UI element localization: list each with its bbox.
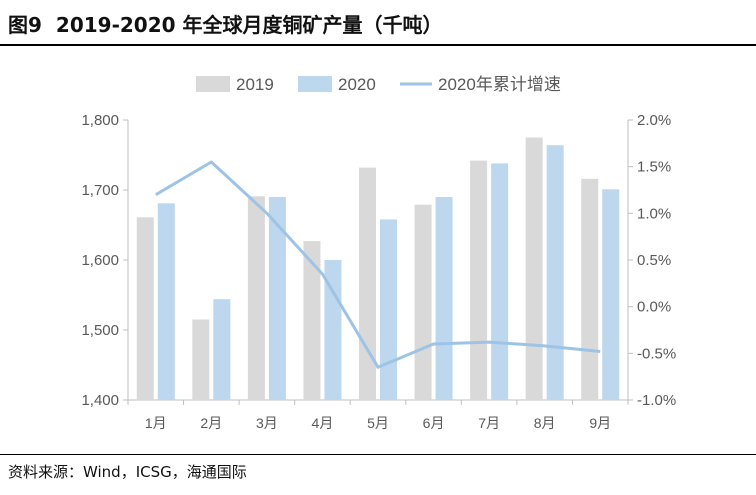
bar-2020 — [380, 219, 397, 400]
bar-2020 — [602, 189, 620, 400]
bar-2020 — [546, 145, 564, 400]
legend-label-growth: 2020年累计增速 — [438, 75, 561, 94]
x-tick-label: 4月 — [312, 415, 334, 431]
source-note: 资料来源：Wind，ICSG，海通国际 — [8, 463, 247, 481]
left-y-tick-label: 1,700 — [81, 182, 119, 199]
x-tick-label: 8月 — [534, 415, 556, 431]
left-y-tick-label: 1,400 — [81, 392, 119, 409]
bar-2020 — [435, 197, 453, 400]
x-tick-label: 5月 — [367, 415, 389, 431]
x-tick-label: 9月 — [589, 415, 611, 431]
source-divider — [0, 454, 756, 455]
figure-number: 图9 — [8, 13, 42, 37]
bar-2019 — [525, 137, 543, 400]
right-y-tick-label: 1.0% — [637, 205, 671, 222]
x-tick-label: 7月 — [478, 415, 500, 431]
figure-title: 图9 2019-2020 年全球月度铜矿产量（千吨） — [8, 8, 443, 42]
line-series-growth — [155, 160, 601, 369]
right-y-tick-label: 0.0% — [637, 299, 671, 316]
bar-2019 — [470, 160, 488, 400]
legend-label-2020: 2020 — [338, 75, 376, 94]
left-y-tick-label: 1,800 — [81, 112, 119, 129]
x-tick-label: 2月 — [200, 415, 222, 431]
figure-title-text: 2019-2020 年全球月度铜矿产量（千吨） — [55, 13, 443, 37]
x-tick-label: 3月 — [256, 415, 278, 431]
x-tick-label: 6月 — [423, 415, 445, 431]
bar-2019 — [414, 204, 432, 400]
x-tick-label: 1月 — [145, 415, 167, 431]
bar-2020 — [324, 260, 342, 400]
title-divider — [0, 44, 756, 46]
legend-label-2019: 2019 — [236, 75, 274, 94]
right-y-tick-label: 2.0% — [637, 112, 671, 129]
left-y-tick-label: 1,600 — [81, 252, 119, 269]
right-y-tick-label: 0.5% — [637, 252, 671, 269]
right-y-tick-label: -1.0% — [637, 392, 676, 409]
bar-2019 — [581, 178, 599, 400]
bar-2019 — [359, 167, 376, 400]
legend-swatch-2019 — [196, 76, 230, 92]
bar-2020 — [157, 203, 175, 400]
bar-2019 — [247, 196, 265, 400]
left-y-tick-label: 1,500 — [81, 322, 119, 339]
bar-2020 — [268, 197, 286, 400]
bar-2019 — [136, 217, 154, 400]
right-y-tick-label: 1.5% — [637, 159, 671, 176]
bar-2019 — [192, 319, 210, 400]
right-y-tick-label: -0.5% — [637, 345, 676, 362]
bar-2020 — [213, 299, 231, 400]
copper-output-chart: 1,400 1,500 1,600 1,700 1,800 -1.0% -0.5% 0.0% 0… — [81, 75, 676, 431]
bar-2019 — [303, 241, 321, 400]
legend-swatch-2020 — [298, 76, 332, 92]
bar-2020 — [491, 163, 509, 400]
